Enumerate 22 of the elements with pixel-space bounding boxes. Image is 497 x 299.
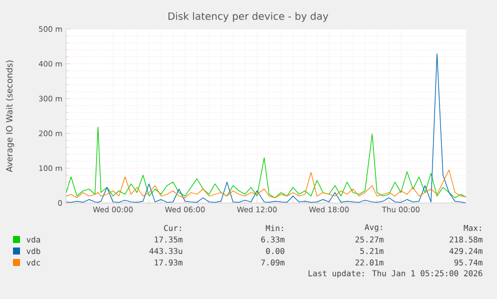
text: 6.33m	[261, 236, 284, 243]
legend-label: vdb	[26, 248, 40, 254]
text: 17.35m	[154, 236, 182, 243]
text: Cur:	[164, 224, 181, 232]
text: Max:	[464, 225, 481, 231]
text: 5.21m	[360, 248, 384, 254]
text: 218.58m	[450, 236, 482, 243]
text: 95.74m	[454, 259, 482, 266]
text: 443.33u	[149, 248, 182, 254]
text: 7.09m	[261, 259, 284, 266]
text: 0.00	[266, 248, 284, 254]
text: 429.24m	[449, 248, 482, 254]
text: Avg:	[364, 224, 382, 232]
text: Last update: Thu Jan 1 05:25:00 2026	[308, 270, 482, 278]
y-axis-title: Average IO Wait (seconds)	[6, 60, 14, 172]
text: Min:	[266, 224, 283, 232]
text: 25.27m	[356, 236, 384, 243]
legend-label: vdc	[26, 259, 40, 266]
chart-title: Disk latency per device - by day	[168, 12, 328, 22]
legend-label: vda	[26, 236, 40, 243]
text: 22.01m	[356, 259, 384, 266]
text: 17.93m	[154, 259, 182, 266]
